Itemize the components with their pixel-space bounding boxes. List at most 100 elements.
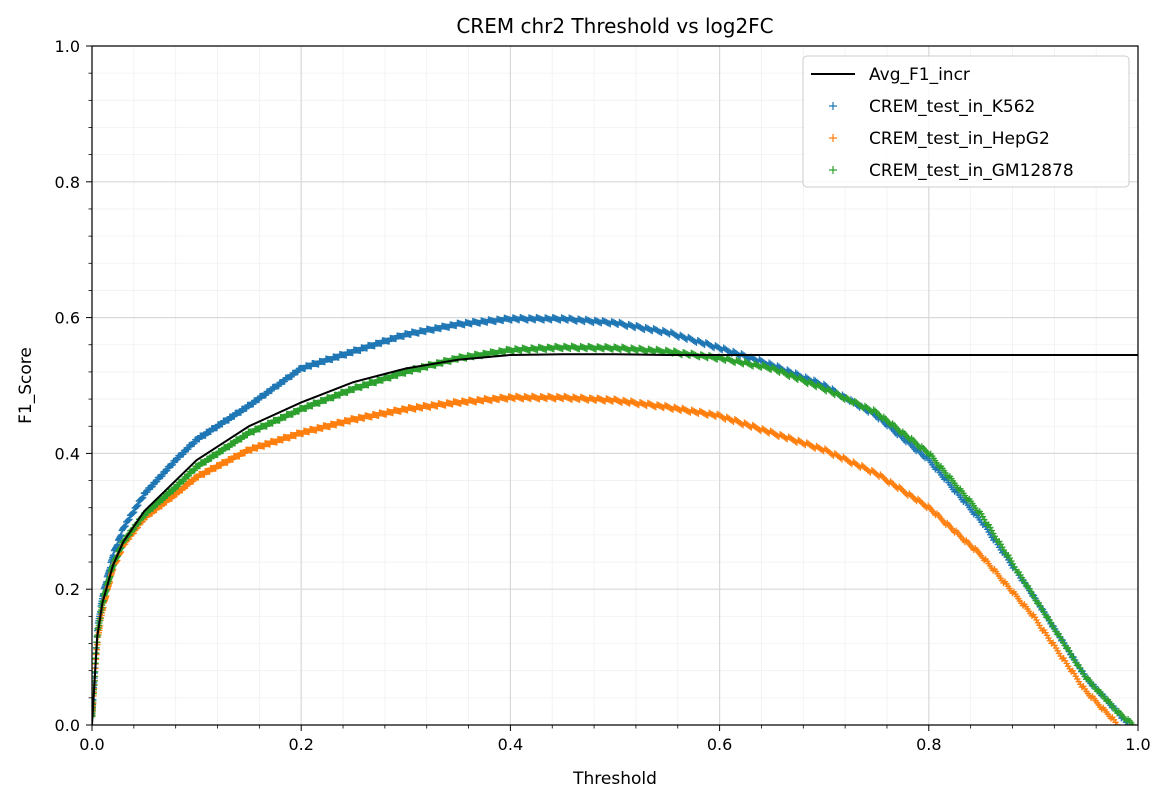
data-point <box>219 447 227 455</box>
data-point <box>906 490 913 497</box>
data-point <box>208 455 215 462</box>
data-point <box>168 495 176 502</box>
data-point <box>907 491 914 499</box>
data-point <box>206 468 213 475</box>
legend-label: CREM_test_in_GM12878 <box>869 161 1074 181</box>
data-point <box>226 443 233 451</box>
data-point <box>330 394 337 402</box>
x-tick-label: 0.8 <box>916 735 941 754</box>
data-point <box>219 421 226 428</box>
data-point <box>302 405 310 413</box>
data-point <box>926 451 933 459</box>
y-tick-label: 1.0 <box>55 37 80 56</box>
data-point <box>180 477 188 485</box>
data-point <box>282 414 289 421</box>
data-point <box>212 465 219 472</box>
x-tick-label: 1.0 <box>1125 735 1150 754</box>
data-point <box>195 474 202 481</box>
data-point <box>202 432 209 439</box>
legend-box <box>802 55 1130 188</box>
data-point <box>880 474 887 481</box>
data-point <box>213 424 221 432</box>
y-tick-label: 0.8 <box>55 173 80 192</box>
x-tick-label: 0.6 <box>707 735 732 754</box>
data-point <box>180 450 187 458</box>
data-point <box>294 368 302 376</box>
data-point <box>184 482 191 490</box>
data-point <box>202 459 210 466</box>
data-point <box>295 408 303 415</box>
legend-plus-marker <box>829 102 837 110</box>
data-point <box>196 435 203 443</box>
legend-plus-marker <box>829 166 837 174</box>
data-point <box>159 496 167 504</box>
data-point <box>316 400 323 407</box>
data-point <box>901 489 909 496</box>
data-point <box>255 396 263 404</box>
data-point <box>910 494 917 502</box>
data-point <box>890 481 897 488</box>
data-point <box>250 428 258 436</box>
data-point <box>174 456 181 463</box>
data-point <box>871 407 879 415</box>
data-point <box>196 462 204 470</box>
data-point <box>191 440 198 447</box>
data-point <box>951 488 958 495</box>
y-tick-label: 0.6 <box>55 309 80 328</box>
data-point <box>256 426 264 433</box>
data-point <box>263 423 270 430</box>
data-point <box>888 479 896 487</box>
data-point <box>322 397 330 404</box>
data-point <box>336 392 344 399</box>
data-point <box>940 476 948 483</box>
data-point <box>217 462 225 469</box>
data-point <box>158 502 166 510</box>
data-point <box>243 405 250 412</box>
data-point <box>900 487 907 495</box>
data-point <box>268 387 275 394</box>
data-point <box>881 475 888 483</box>
data-point <box>269 420 276 427</box>
data-point <box>236 453 243 460</box>
legend-plus-marker <box>829 134 837 142</box>
data-point <box>225 417 233 424</box>
data-point <box>891 482 899 490</box>
chart-title: CREM chr2 Threshold vs log2FC <box>456 14 773 38</box>
data-point <box>262 392 270 399</box>
data-point <box>153 478 161 485</box>
data-point <box>169 487 177 495</box>
data-point <box>288 373 295 380</box>
data-point <box>135 501 142 509</box>
data-point <box>887 478 894 485</box>
data-point <box>897 485 904 492</box>
data-point <box>126 516 133 523</box>
data-point <box>276 417 283 424</box>
y-tick-label: 0.0 <box>55 716 80 735</box>
y-axis-label: F1_Score <box>16 347 36 424</box>
data-point <box>275 382 282 390</box>
data-point <box>237 409 245 416</box>
legend-label: CREM_test_in_K562 <box>869 97 1035 117</box>
data-point <box>130 508 138 516</box>
y-tick-label: 0.2 <box>55 580 80 599</box>
data-point <box>898 486 906 493</box>
data-point <box>883 477 890 484</box>
legend: Avg_F1_incr CREM_test_in_K562 CREM_test_in… <box>802 55 1130 188</box>
tick-labels: 0.0 0.2 0.4 0.6 0.8 1.0 0.0 0.2 0.4 0.6 0.8 1.0 <box>55 37 1151 754</box>
data-point <box>289 411 296 418</box>
data-point <box>896 483 903 490</box>
data-point <box>231 413 238 420</box>
data-point <box>163 499 170 506</box>
data-point <box>173 491 180 498</box>
data-point <box>250 401 257 408</box>
data-point <box>877 471 884 478</box>
x-tick-label: 0.4 <box>498 735 523 754</box>
series-layer <box>92 314 1138 725</box>
data-point <box>238 435 245 443</box>
data-point <box>190 478 197 485</box>
data-point <box>201 471 208 478</box>
data-point <box>936 464 943 471</box>
data-point <box>174 483 182 490</box>
data-point <box>309 402 316 410</box>
data-point <box>185 445 192 453</box>
